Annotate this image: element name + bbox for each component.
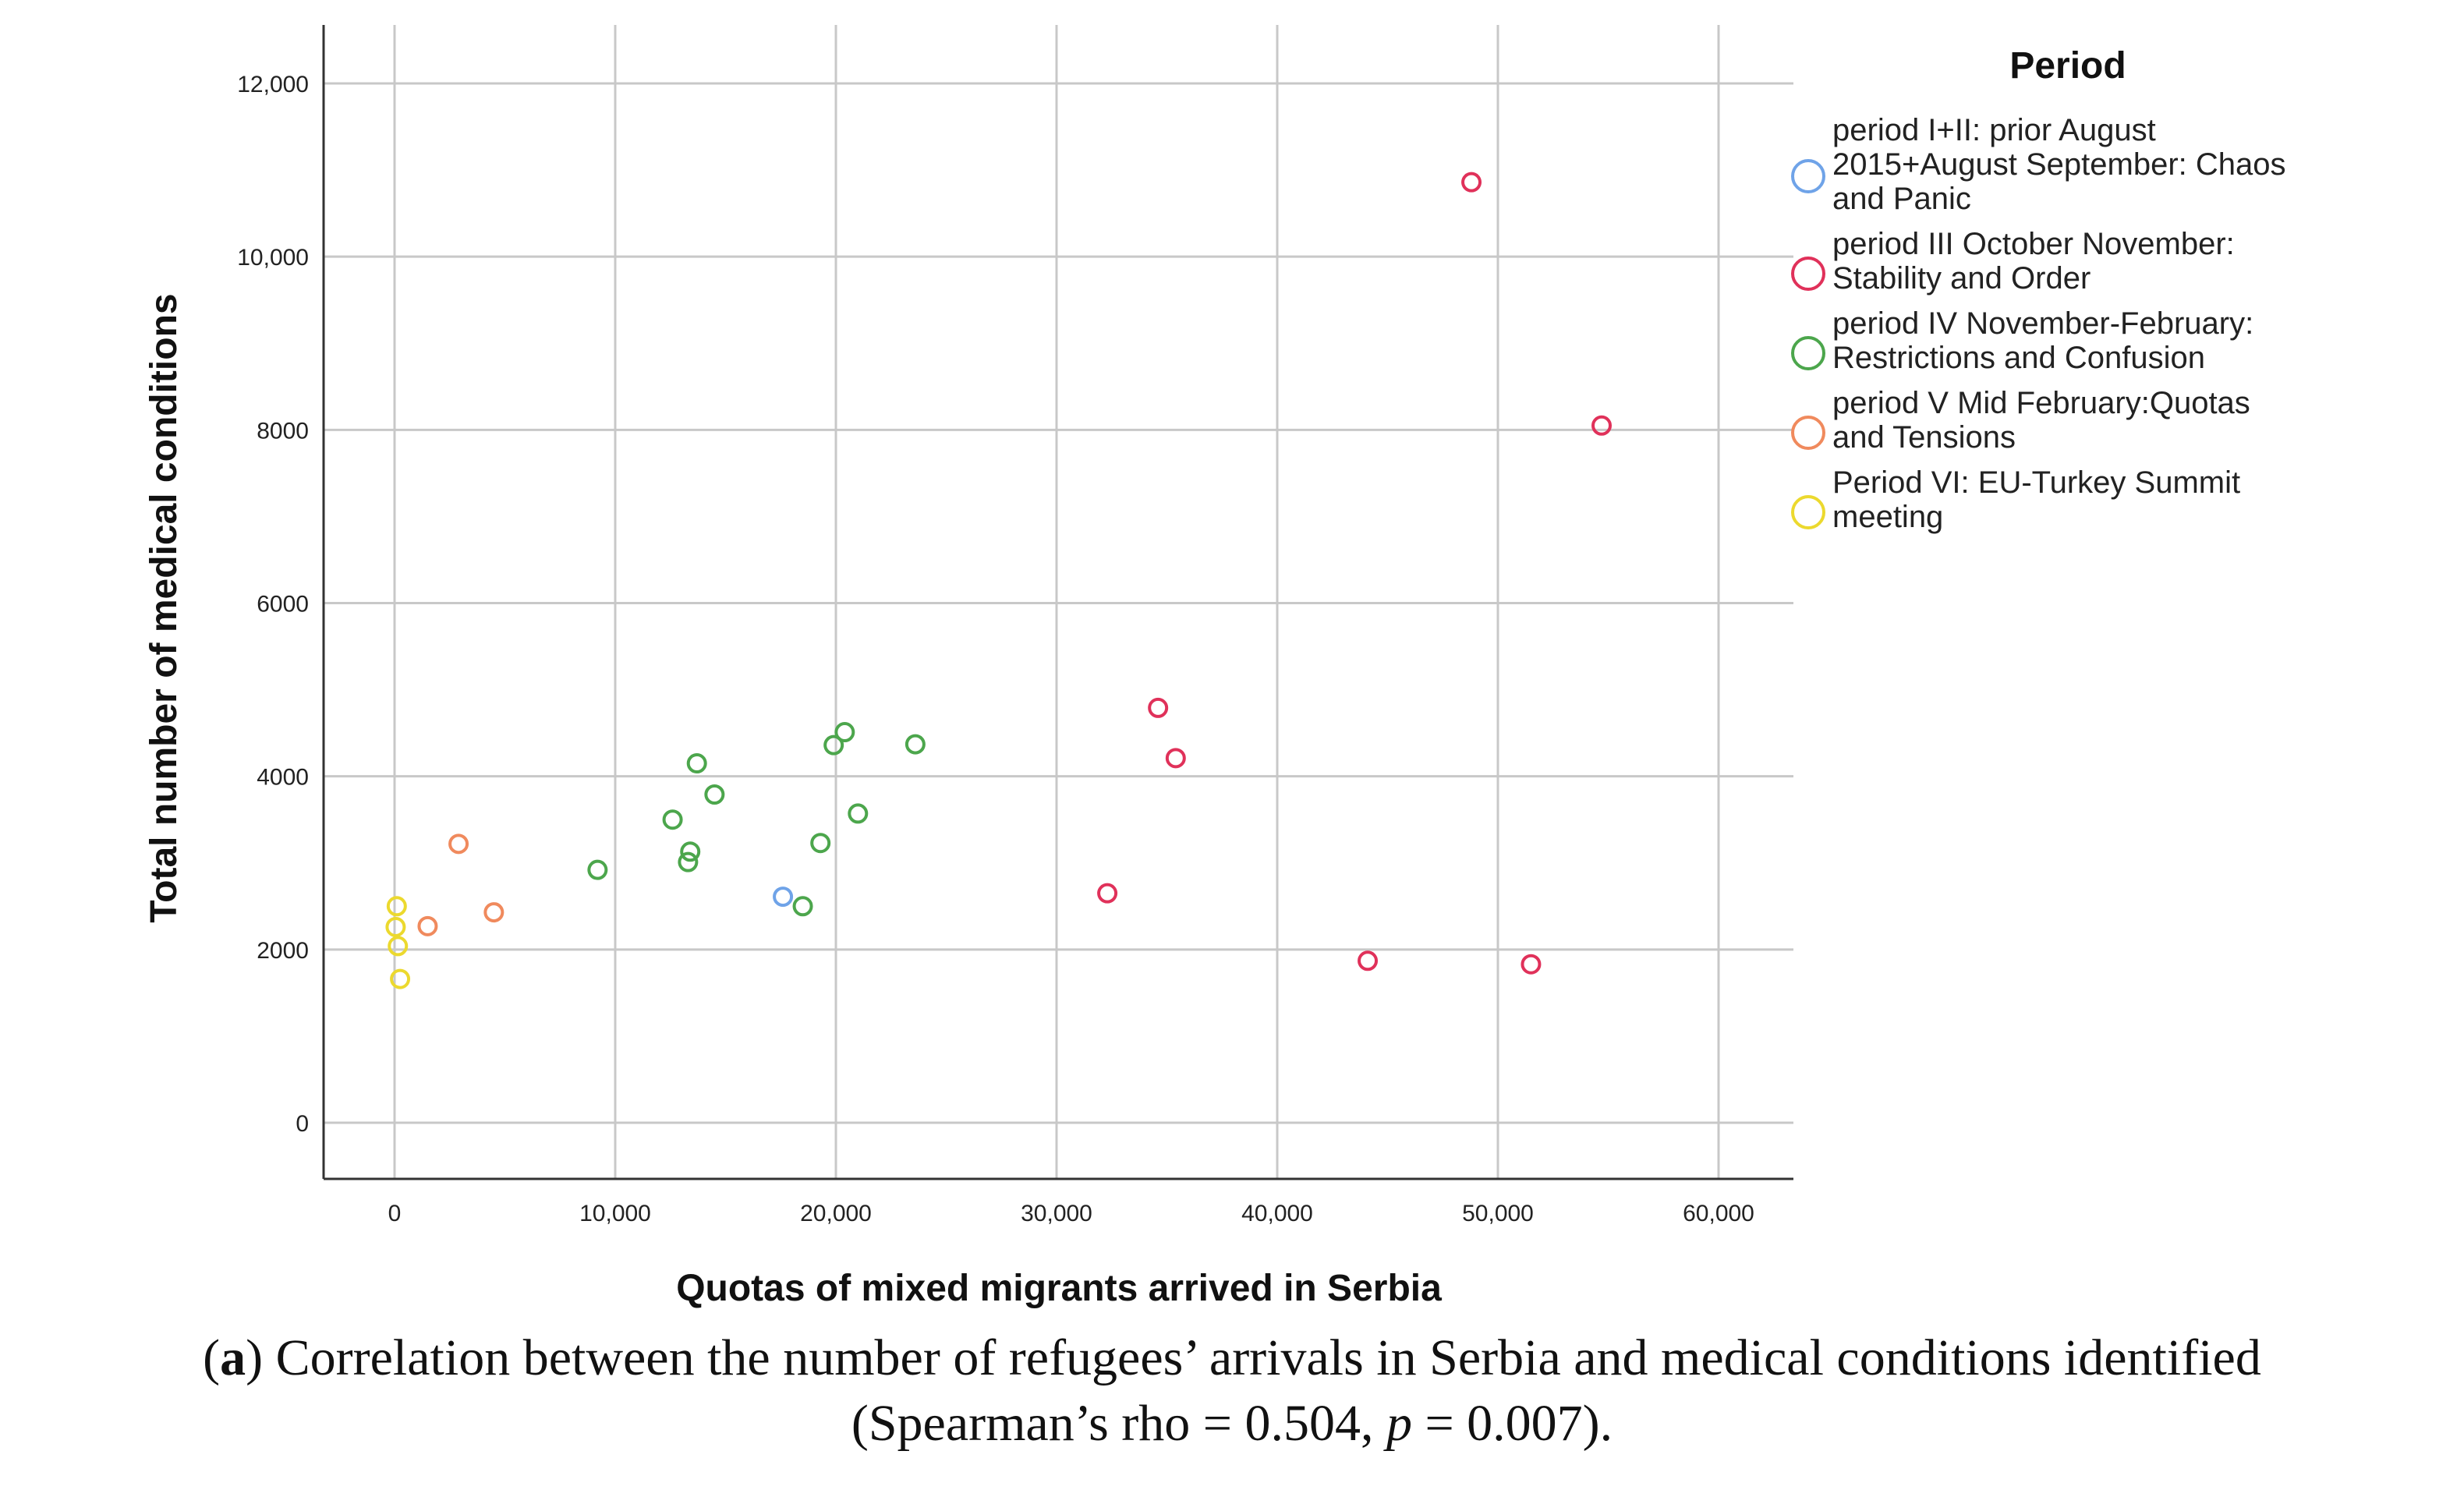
y-tick-label: 10,000	[237, 245, 309, 271]
data-point	[834, 722, 855, 743]
grid	[324, 25, 1793, 1179]
data-point	[483, 902, 504, 923]
data-point	[810, 833, 831, 854]
data-point	[1591, 415, 1613, 436]
legend-marker	[1791, 336, 1825, 370]
data-point	[1461, 172, 1482, 193]
data-point	[1521, 954, 1542, 975]
data-point	[388, 936, 409, 957]
x-tick-label: 20,000	[800, 1201, 872, 1226]
data-point	[417, 915, 438, 936]
y-tick-label: 4000	[257, 765, 309, 791]
legend-marker	[1791, 416, 1825, 450]
figure-caption: (a) Correlation between the number of re…	[0, 1325, 2464, 1456]
data-point	[792, 896, 813, 917]
caption-stat: (Spearman’s rho = 0.504,	[851, 1395, 1386, 1452]
data-points	[385, 172, 1613, 989]
x-tick-label: 50,000	[1462, 1201, 1534, 1226]
data-point	[662, 809, 683, 830]
caption-p-symbol: p	[1386, 1395, 1412, 1452]
data-point	[678, 851, 699, 872]
y-tick-label: 2000	[257, 938, 309, 964]
caption-p-value: = 0.007).	[1411, 1395, 1613, 1452]
y-tick-label: 0	[296, 1111, 309, 1137]
x-tick-label: 10,000	[579, 1201, 651, 1226]
caption-line-1: (a) Correlation between the number of re…	[203, 1329, 2261, 1386]
x-tick-label: 60,000	[1683, 1201, 1754, 1226]
data-point	[1165, 748, 1186, 769]
data-point	[848, 803, 869, 824]
data-point	[390, 968, 411, 989]
data-point	[587, 859, 608, 880]
x-tick-label: 0	[388, 1201, 402, 1226]
data-point	[686, 753, 707, 774]
data-point	[1358, 950, 1379, 971]
x-tick-label: 40,000	[1241, 1201, 1313, 1226]
legend-marker	[1791, 495, 1825, 529]
data-point	[773, 887, 794, 908]
y-tick-labels: 0 2000 4000 6000 8000 10,000 12,000	[237, 72, 309, 1137]
legend-entry-label: period V Mid February:Quotas and Tensions	[1832, 386, 2250, 455]
data-point	[680, 841, 701, 862]
data-point	[905, 734, 926, 755]
data-point	[386, 896, 407, 917]
legend-entry-label: period III October November: Stability an…	[1832, 227, 2235, 296]
legend-entry-label: period IV November-February: Restrictions…	[1832, 306, 2253, 375]
legend-entry-label: period I+II: prior August 2015+August Sep…	[1832, 113, 2286, 216]
legend-entry-label: Period VI: EU-Turkey Summit meeting	[1832, 465, 2240, 534]
axes	[322, 25, 1793, 1180]
data-point	[448, 833, 469, 855]
data-point	[1097, 883, 1118, 904]
caption-label: a	[220, 1329, 246, 1386]
data-point	[385, 916, 406, 937]
legend: Period period I+II: prior August 2015+Aug…	[1791, 45, 2286, 534]
x-tick-label: 30,000	[1021, 1201, 1092, 1226]
caption-line-2: (Spearman’s rho = 0.504, p = 0.007).	[0, 1391, 2464, 1456]
x-axis-title: Quotas of mixed migrants arrived in Serb…	[676, 1268, 1442, 1309]
y-tick-label: 6000	[257, 592, 309, 618]
legend-title: Period	[2009, 45, 2126, 87]
y-axis-title: Total number of medical conditions	[143, 293, 185, 922]
x-tick-labels: 0 10,000 20,000 30,000 40,000 50,000 60,000	[388, 1201, 1754, 1226]
caption-text: ) Correlation between the number of refu…	[246, 1329, 2261, 1386]
y-tick-label: 12,000	[237, 72, 309, 97]
data-point	[1148, 697, 1169, 718]
data-point	[823, 734, 844, 756]
legend-marker	[1791, 159, 1825, 193]
data-point	[704, 784, 725, 805]
y-tick-label: 8000	[257, 418, 309, 444]
legend-marker	[1791, 257, 1825, 291]
